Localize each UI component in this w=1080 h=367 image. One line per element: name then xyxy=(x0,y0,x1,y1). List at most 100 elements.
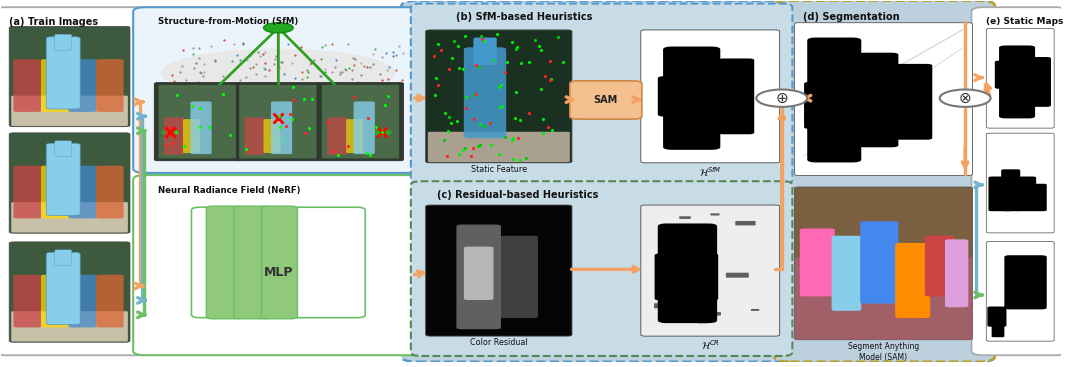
FancyBboxPatch shape xyxy=(679,216,691,219)
FancyBboxPatch shape xyxy=(995,61,1037,89)
FancyBboxPatch shape xyxy=(654,254,718,300)
Text: Static Feature: Static Feature xyxy=(471,165,527,174)
FancyBboxPatch shape xyxy=(895,243,930,318)
FancyBboxPatch shape xyxy=(96,166,123,218)
Text: (e) Static Maps: (e) Static Maps xyxy=(986,17,1064,26)
FancyBboxPatch shape xyxy=(9,133,130,233)
FancyBboxPatch shape xyxy=(807,37,861,163)
FancyBboxPatch shape xyxy=(718,58,754,134)
FancyBboxPatch shape xyxy=(133,175,423,355)
FancyBboxPatch shape xyxy=(1031,184,1047,211)
Circle shape xyxy=(264,23,293,33)
FancyBboxPatch shape xyxy=(654,303,677,308)
FancyBboxPatch shape xyxy=(322,85,400,159)
FancyBboxPatch shape xyxy=(986,133,1054,233)
FancyBboxPatch shape xyxy=(11,311,127,342)
FancyBboxPatch shape xyxy=(0,7,152,355)
FancyBboxPatch shape xyxy=(41,275,68,327)
FancyBboxPatch shape xyxy=(11,202,127,232)
FancyBboxPatch shape xyxy=(206,206,242,319)
Text: (b) SfM-based Heuristics: (b) SfM-based Heuristics xyxy=(457,12,593,22)
FancyBboxPatch shape xyxy=(659,245,666,247)
FancyBboxPatch shape xyxy=(991,325,1004,337)
Circle shape xyxy=(270,137,287,143)
FancyBboxPatch shape xyxy=(13,59,41,112)
FancyBboxPatch shape xyxy=(726,273,748,278)
FancyBboxPatch shape xyxy=(795,187,973,340)
FancyBboxPatch shape xyxy=(410,4,793,183)
FancyBboxPatch shape xyxy=(347,119,363,153)
Text: $\oplus$: $\oplus$ xyxy=(775,91,788,106)
FancyBboxPatch shape xyxy=(698,321,706,323)
FancyBboxPatch shape xyxy=(705,312,721,316)
FancyBboxPatch shape xyxy=(55,34,71,50)
Circle shape xyxy=(756,90,807,107)
FancyBboxPatch shape xyxy=(96,275,123,327)
FancyBboxPatch shape xyxy=(13,275,41,327)
FancyBboxPatch shape xyxy=(640,205,780,336)
FancyBboxPatch shape xyxy=(658,224,717,323)
FancyBboxPatch shape xyxy=(711,213,719,215)
FancyBboxPatch shape xyxy=(692,295,708,299)
FancyBboxPatch shape xyxy=(55,250,71,266)
FancyBboxPatch shape xyxy=(735,221,756,225)
FancyBboxPatch shape xyxy=(832,236,861,311)
Text: SAM: SAM xyxy=(594,95,618,105)
Circle shape xyxy=(162,130,179,135)
FancyBboxPatch shape xyxy=(46,143,80,215)
FancyBboxPatch shape xyxy=(190,101,212,154)
FancyBboxPatch shape xyxy=(751,309,759,311)
Text: Structure-from-Motion (SfM): Structure-from-Motion (SfM) xyxy=(158,17,298,26)
FancyBboxPatch shape xyxy=(318,83,404,161)
Text: $\mathcal{H}^{SfM}$: $\mathcal{H}^{SfM}$ xyxy=(699,165,721,179)
FancyBboxPatch shape xyxy=(426,205,572,336)
FancyBboxPatch shape xyxy=(9,26,130,127)
FancyBboxPatch shape xyxy=(264,119,281,153)
FancyBboxPatch shape xyxy=(239,85,316,159)
FancyBboxPatch shape xyxy=(860,221,899,304)
Text: $\otimes$: $\otimes$ xyxy=(958,91,972,106)
Circle shape xyxy=(374,130,391,135)
FancyBboxPatch shape xyxy=(327,117,348,155)
Text: (a) Train Images: (a) Train Images xyxy=(9,17,98,27)
FancyBboxPatch shape xyxy=(191,207,365,318)
FancyBboxPatch shape xyxy=(41,166,68,218)
FancyBboxPatch shape xyxy=(987,306,1007,327)
FancyBboxPatch shape xyxy=(96,59,123,112)
FancyBboxPatch shape xyxy=(1015,177,1036,211)
FancyBboxPatch shape xyxy=(68,275,96,327)
FancyBboxPatch shape xyxy=(694,235,708,239)
FancyBboxPatch shape xyxy=(640,30,780,163)
FancyBboxPatch shape xyxy=(986,241,1054,341)
FancyBboxPatch shape xyxy=(795,257,973,340)
FancyBboxPatch shape xyxy=(55,141,71,157)
FancyBboxPatch shape xyxy=(999,46,1035,119)
FancyBboxPatch shape xyxy=(689,305,707,309)
FancyBboxPatch shape xyxy=(41,59,68,112)
FancyBboxPatch shape xyxy=(710,315,717,317)
FancyBboxPatch shape xyxy=(426,30,572,163)
FancyBboxPatch shape xyxy=(795,23,973,175)
FancyBboxPatch shape xyxy=(46,37,80,109)
FancyBboxPatch shape xyxy=(693,252,711,256)
FancyBboxPatch shape xyxy=(945,239,969,307)
Text: Segment Anything
Model (SAM): Segment Anything Model (SAM) xyxy=(848,342,919,362)
FancyBboxPatch shape xyxy=(271,101,293,154)
FancyBboxPatch shape xyxy=(9,242,130,342)
FancyBboxPatch shape xyxy=(428,132,570,162)
FancyBboxPatch shape xyxy=(972,7,1068,355)
FancyBboxPatch shape xyxy=(700,280,713,283)
Text: (d) Segmentation: (d) Segmentation xyxy=(804,12,900,22)
FancyBboxPatch shape xyxy=(570,81,642,119)
Text: (c) Residual-based Heuristics: (c) Residual-based Heuristics xyxy=(437,189,598,200)
FancyBboxPatch shape xyxy=(68,166,96,218)
FancyBboxPatch shape xyxy=(457,225,501,329)
FancyBboxPatch shape xyxy=(68,59,96,112)
FancyBboxPatch shape xyxy=(261,206,297,319)
FancyBboxPatch shape xyxy=(804,82,865,129)
FancyBboxPatch shape xyxy=(1030,57,1051,107)
Circle shape xyxy=(940,90,990,107)
Ellipse shape xyxy=(162,50,395,97)
FancyBboxPatch shape xyxy=(235,83,321,161)
Text: MLP: MLP xyxy=(264,266,293,279)
